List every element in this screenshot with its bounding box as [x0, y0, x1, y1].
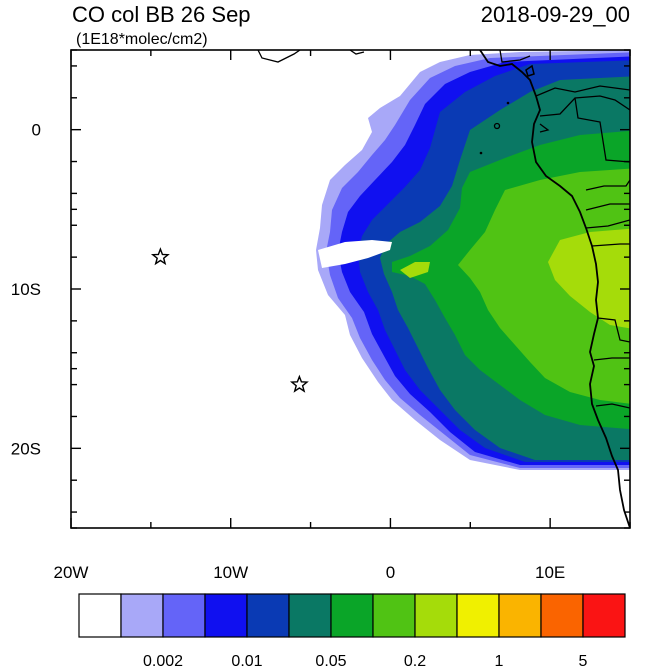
x-tick-label: 20W: [54, 563, 89, 582]
colorbar-box: [162, 593, 206, 638]
station-markers: [150, 247, 309, 393]
contour-level-8b: [400, 262, 430, 278]
colorbar-box: [414, 593, 458, 638]
datetime-label: 2018-09-29_00: [481, 2, 630, 27]
colorbar-box: [120, 593, 164, 638]
colorbar-label: 0.002: [143, 653, 183, 667]
colorbar-box: [246, 593, 290, 638]
border-lines: [257, 50, 630, 409]
axis-tick-labels: 20W 10W 0 10E 0 10S 20S: [11, 121, 566, 582]
colorbar-label: 0.2: [404, 653, 426, 667]
colorbar-box: [372, 593, 416, 638]
units-label: (1E18*molec/cm2): [76, 31, 208, 48]
colorbar-label: 0.01: [231, 653, 262, 667]
colorbar-box: [288, 593, 332, 638]
plot-title: CO col BB 26 Sep: [72, 2, 251, 27]
x-tick-label: 10W: [213, 563, 248, 582]
colorbar-label: 0.05: [315, 653, 346, 667]
x-tick-label: 10E: [535, 563, 565, 582]
co-concentration-field: [257, 50, 630, 528]
x-tick-label: 0: [386, 563, 395, 582]
colorbar-labels: 0.002 0.01 0.05 0.2 1 5: [143, 653, 588, 667]
island-principe: [506, 101, 510, 105]
y-tick-label: 20S: [11, 439, 41, 458]
inland-lake: [539, 123, 550, 133]
colorbar-label: 1: [495, 653, 504, 667]
axis-ticks: [70, 49, 631, 529]
star-marker-1: [150, 247, 170, 266]
colorbar: [78, 593, 626, 638]
star-marker-2: [289, 374, 309, 393]
clean-air-tongue: [318, 240, 392, 268]
island-bioko: [525, 64, 535, 77]
colorbar-box: [204, 593, 248, 638]
colorbar-box: [78, 593, 122, 638]
colorbar-box: [498, 593, 542, 638]
y-tick-label: 0: [32, 121, 41, 140]
colorbar-box: [456, 593, 500, 638]
y-tick-label: 10S: [11, 280, 41, 299]
island-sao-tome: [493, 122, 501, 130]
contour-level-8: [548, 228, 630, 329]
colorbar-box: [330, 593, 374, 638]
colorbar-box: [582, 593, 626, 638]
colorbar-label: 5: [579, 653, 588, 667]
island-annobon: [479, 151, 483, 155]
colorbar-box: [540, 593, 584, 638]
